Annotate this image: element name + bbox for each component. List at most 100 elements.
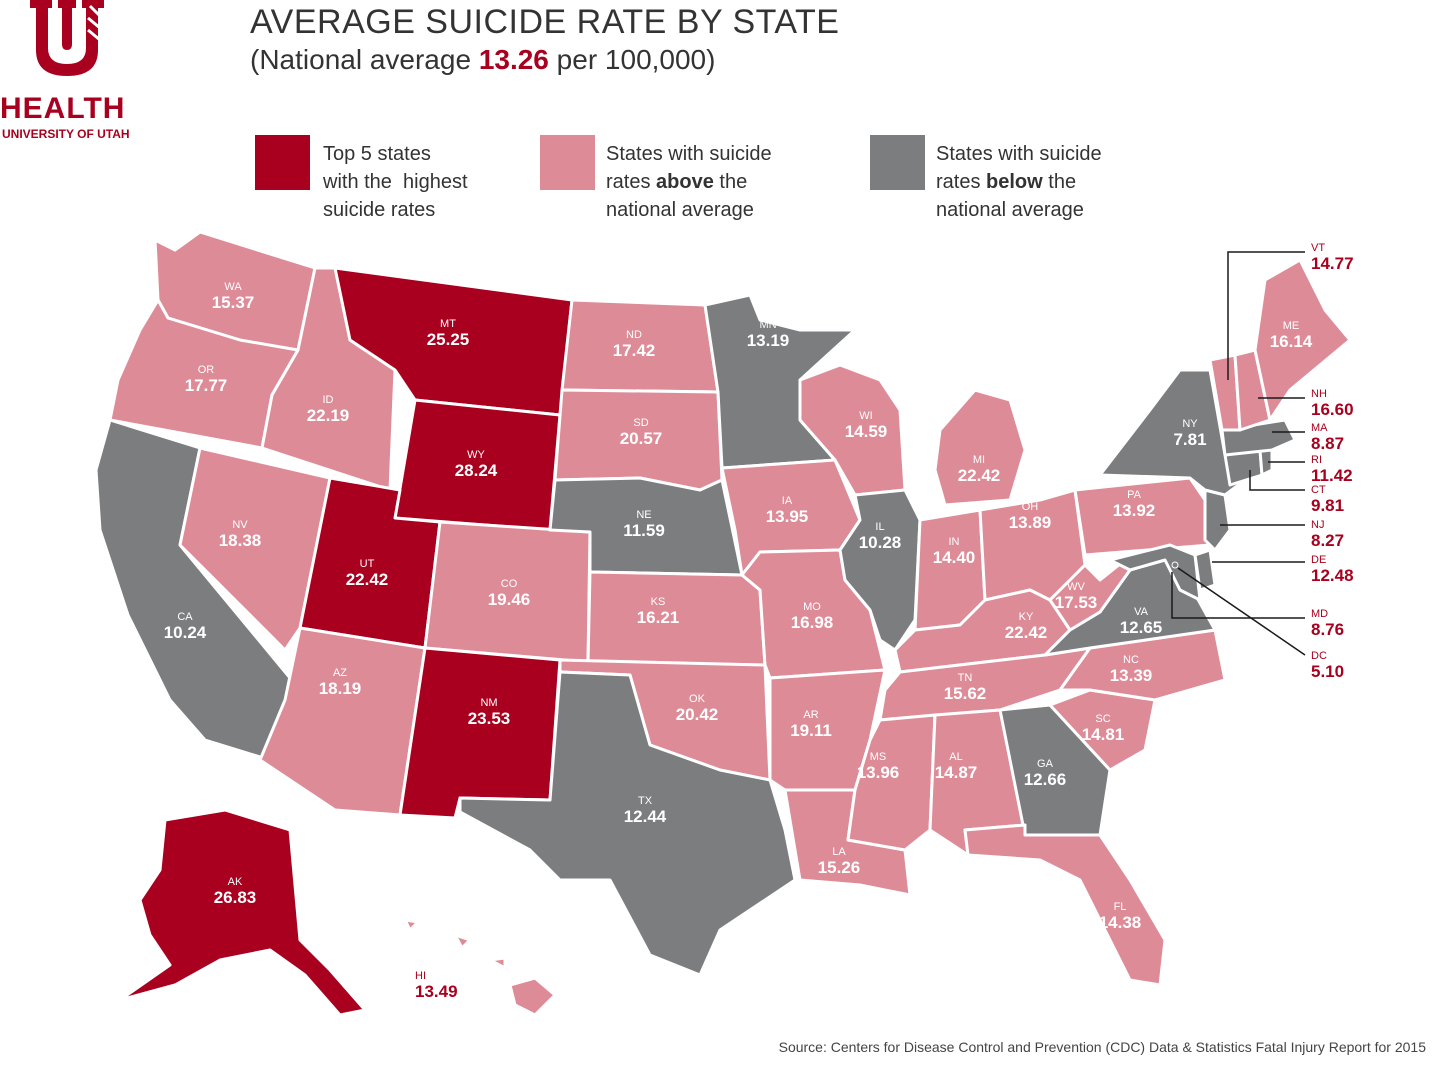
state-rate-NM: 23.53 bbox=[468, 709, 511, 728]
state-abbr-NV: NV bbox=[232, 519, 248, 531]
state-rate-MT: 25.25 bbox=[427, 330, 470, 349]
state-NV[interactable] bbox=[178, 446, 332, 652]
state-MO[interactable] bbox=[740, 548, 887, 680]
callout-abbr-NH: NH bbox=[1311, 388, 1327, 400]
state-abbr-KS: KS bbox=[651, 596, 666, 608]
state-abbr-MT: MT bbox=[440, 318, 456, 330]
state-AK[interactable] bbox=[118, 808, 367, 1017]
callout-abbr-MA: MA bbox=[1311, 422, 1328, 434]
state-rate-MI: 22.42 bbox=[958, 466, 1001, 485]
callout-rate-NJ: 8.27 bbox=[1311, 531, 1344, 550]
callout-abbr-DC: DC bbox=[1311, 650, 1327, 662]
state-rate-CA: 10.24 bbox=[164, 623, 207, 642]
state-rate-WY: 28.24 bbox=[455, 461, 498, 480]
state-abbr-NM: NM bbox=[480, 697, 497, 709]
callout-rate-HI: 13.49 bbox=[415, 982, 458, 1001]
state-TX[interactable] bbox=[458, 670, 797, 977]
state-abbr-GA: GA bbox=[1037, 758, 1054, 770]
state-MD[interactable] bbox=[1108, 543, 1202, 602]
state-DC-marker[interactable] bbox=[1171, 561, 1179, 569]
state-abbr-ME: ME bbox=[1283, 320, 1300, 332]
callout-abbr-CT: CT bbox=[1311, 484, 1326, 496]
state-rate-IL: 10.28 bbox=[859, 533, 902, 552]
callout-rate-DC: 5.10 bbox=[1311, 662, 1344, 681]
state-rate-KY: 22.42 bbox=[1005, 623, 1048, 642]
callout-rate-VT: 14.77 bbox=[1311, 254, 1354, 273]
state-abbr-NC: NC bbox=[1123, 654, 1139, 666]
state-rate-AR: 19.11 bbox=[790, 721, 832, 740]
legend-below-line3: national average bbox=[936, 199, 1084, 221]
state-rate-SD: 20.57 bbox=[620, 429, 663, 448]
state-ME[interactable] bbox=[1253, 258, 1352, 422]
state-rate-CO: 19.46 bbox=[488, 590, 531, 609]
logo-wordmark: HEALTH bbox=[0, 92, 126, 125]
state-abbr-AR: AR bbox=[803, 709, 818, 721]
dna-icon bbox=[87, 4, 102, 42]
state-abbr-NY: NY bbox=[1182, 418, 1198, 430]
state-NJ[interactable] bbox=[1203, 488, 1232, 552]
callout-rate-RI: 11.42 bbox=[1311, 466, 1353, 485]
state-rate-AZ: 18.19 bbox=[319, 679, 362, 698]
legend-above-line3: national average bbox=[606, 199, 754, 221]
callout-line-VT bbox=[1227, 251, 1305, 380]
state-rate-NC: 13.39 bbox=[1110, 666, 1153, 685]
state-abbr-WV: WV bbox=[1067, 581, 1085, 593]
state-FL[interactable] bbox=[963, 823, 1167, 987]
callout-abbr-MD: MD bbox=[1311, 608, 1328, 620]
state-NM[interactable] bbox=[398, 646, 562, 820]
state-MI[interactable] bbox=[933, 388, 1027, 507]
state-abbr-IN: IN bbox=[949, 536, 960, 548]
legend-swatch-top5 bbox=[255, 135, 310, 190]
state-rate-TX: 12.44 bbox=[624, 807, 667, 826]
logo-subtitle: UNIVERSITY OF UTAH bbox=[2, 127, 130, 141]
state-abbr-VA: VA bbox=[1134, 606, 1149, 618]
state-rate-MO: 16.98 bbox=[791, 613, 834, 632]
state-abbr-PA: PA bbox=[1127, 489, 1142, 501]
state-rate-IA: 13.95 bbox=[766, 507, 809, 526]
state-rate-TN: 15.62 bbox=[944, 684, 987, 703]
state-rate-VA: 12.65 bbox=[1120, 618, 1163, 637]
state-abbr-CA: CA bbox=[177, 611, 193, 623]
callout-rate-MD: 8.76 bbox=[1311, 620, 1344, 639]
state-rate-MS: 13.96 bbox=[857, 763, 900, 782]
state-abbr-OH: OH bbox=[1022, 501, 1039, 513]
state-rate-ID: 22.19 bbox=[307, 406, 350, 425]
state-abbr-AK: AK bbox=[228, 876, 243, 888]
page-title: AVERAGE SUICIDE RATE BY STATE bbox=[250, 3, 840, 41]
callout-abbr-VT: VT bbox=[1311, 242, 1325, 254]
state-rate-SC: 14.81 bbox=[1082, 725, 1125, 744]
page-subtitle: (National average 13.26 per 100,000) bbox=[250, 44, 715, 76]
state-DE[interactable] bbox=[1193, 548, 1217, 592]
state-abbr-UT: UT bbox=[360, 558, 375, 570]
callout-line-CT bbox=[1249, 470, 1305, 491]
legend-top5-line1: Top 5 states bbox=[323, 143, 431, 165]
legend-above-line1: States with suicide bbox=[606, 143, 772, 165]
callout-rate-DE: 12.48 bbox=[1311, 566, 1354, 585]
state-rate-OR: 17.77 bbox=[185, 376, 228, 395]
subtitle-suffix: per 100,000) bbox=[548, 44, 716, 75]
state-abbr-MS: MS bbox=[870, 751, 887, 763]
national-average-value: 13.26 bbox=[478, 44, 549, 75]
legend-top5-line3: suicide rates bbox=[323, 199, 436, 221]
callout-line-MD bbox=[1171, 572, 1305, 619]
legend-below-bold: below bbox=[986, 171, 1043, 193]
state-rate-WI: 14.59 bbox=[845, 422, 888, 441]
state-rate-OK: 20.42 bbox=[676, 705, 719, 724]
legend-below-line2: rates below the bbox=[936, 168, 1196, 196]
source-note: Source: Centers for Disease Control and … bbox=[778, 1039, 1426, 1055]
state-abbr-WI: WI bbox=[859, 410, 872, 422]
state-SC[interactable] bbox=[1048, 688, 1157, 772]
u-logo-icon bbox=[30, 0, 104, 76]
callout-rate-CT: 9.81 bbox=[1311, 496, 1344, 515]
state-abbr-CO: CO bbox=[501, 578, 518, 590]
state-abbr-WY: WY bbox=[467, 449, 485, 461]
state-abbr-FL: FL bbox=[1114, 901, 1127, 913]
state-abbr-SC: SC bbox=[1095, 713, 1110, 725]
state-rate-ME: 16.14 bbox=[1270, 332, 1313, 351]
state-AZ[interactable] bbox=[258, 626, 427, 817]
callout-rate-NH: 16.60 bbox=[1311, 400, 1354, 419]
state-IL[interactable] bbox=[838, 488, 922, 652]
state-HI[interactable] bbox=[403, 918, 557, 1017]
state-abbr-IL: IL bbox=[875, 521, 884, 533]
